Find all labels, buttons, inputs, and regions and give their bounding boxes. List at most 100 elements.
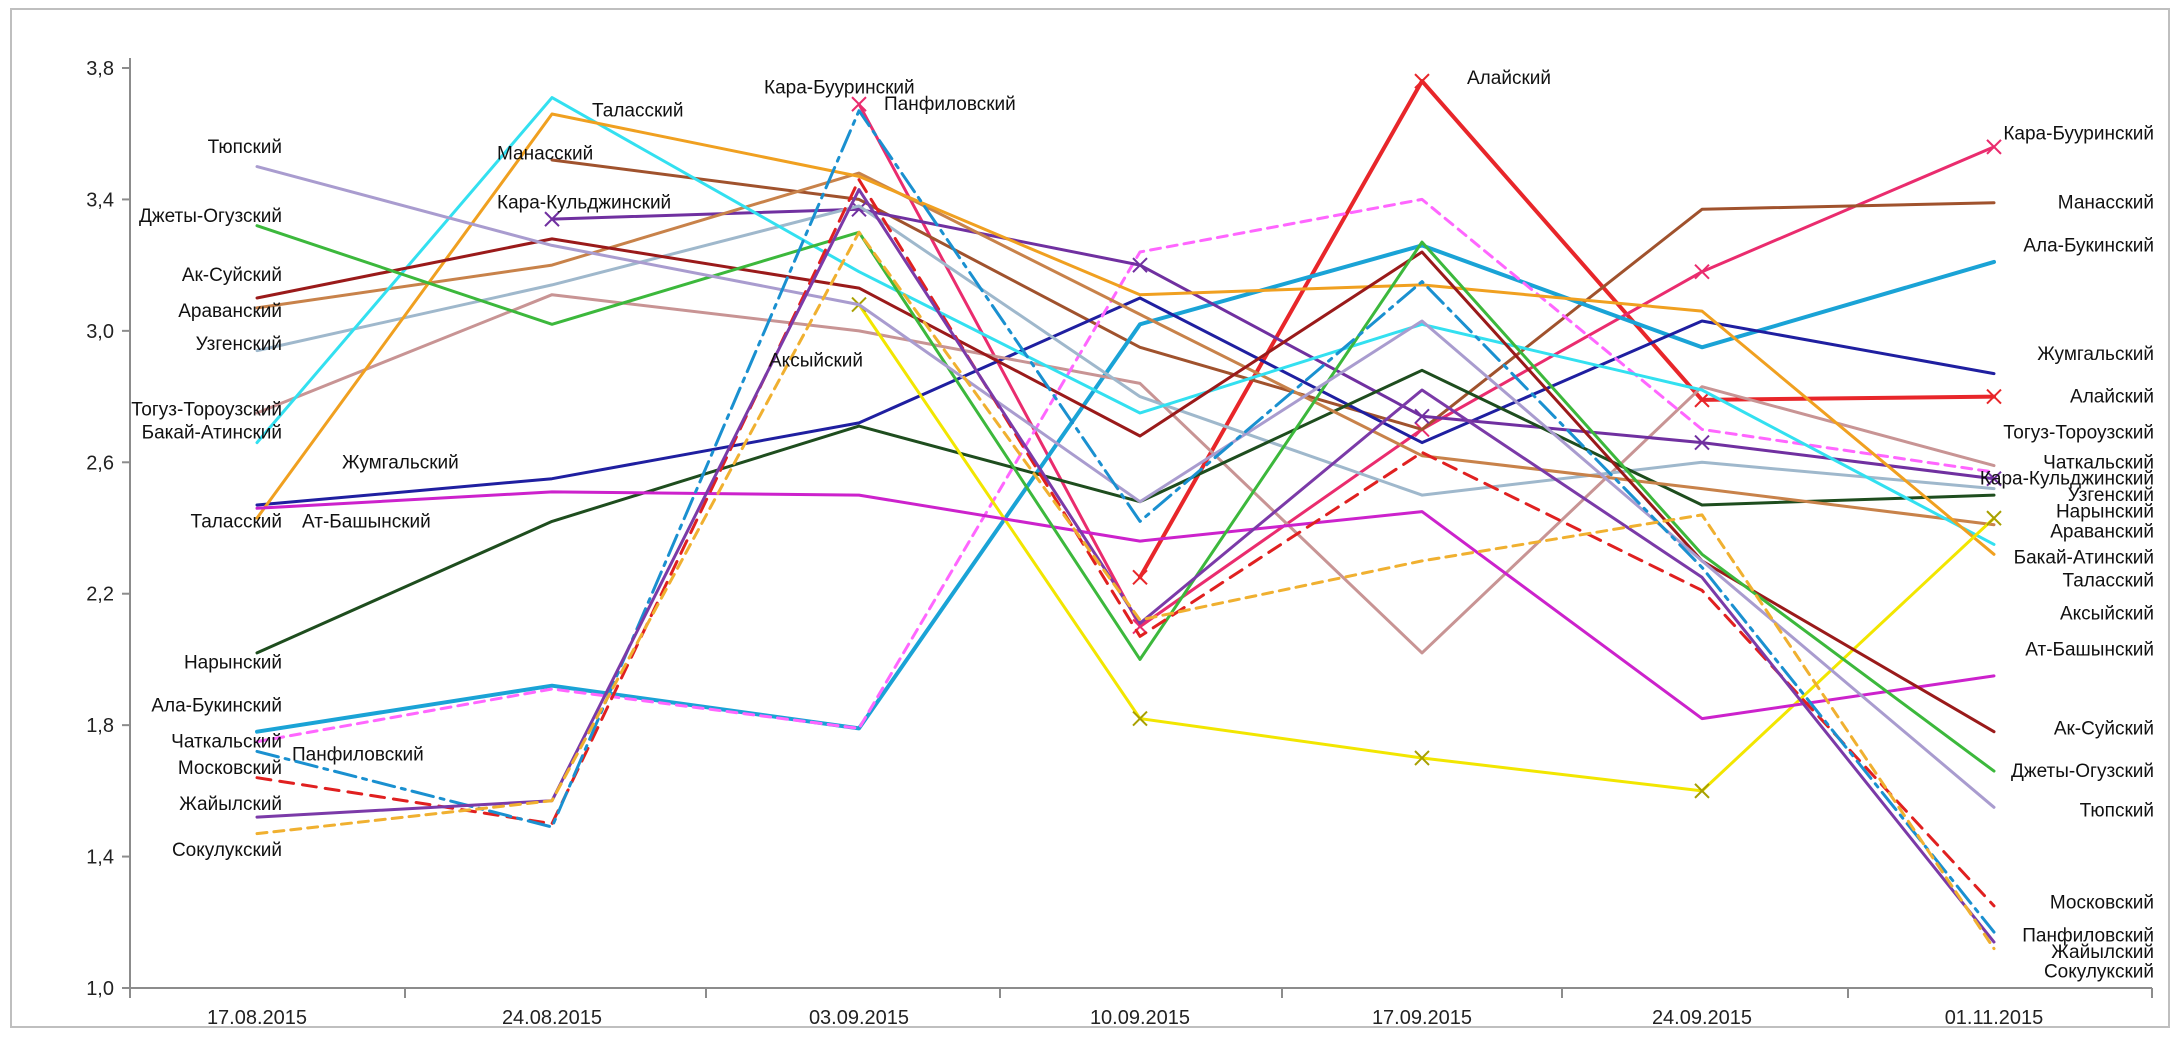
series-line	[255, 165, 1996, 809]
series-line	[255, 109, 1996, 934]
y-tick-label: 1,4	[86, 847, 114, 869]
series-label-right: Джеты-Огузский	[2011, 761, 2154, 782]
x-tick-label: 24.09.2015	[1652, 1007, 1752, 1029]
series-label-left: Московский	[178, 758, 282, 779]
series-talasskiy-12	[255, 112, 1996, 556]
series-label-left: Ала-Букинский	[151, 695, 282, 716]
series-label-left: Араванский	[178, 301, 282, 322]
series-label-left-inner: Ат-Башынский	[302, 511, 431, 532]
series-label-right: Панфиловский	[2022, 925, 2154, 946]
series-alayskiy-0	[1132, 73, 2002, 585]
data-point-marker	[544, 211, 560, 227]
data-point-marker	[1694, 264, 1710, 280]
series-manasskiy-2	[550, 158, 1996, 431]
series-line	[550, 207, 1996, 481]
series-label-left: Чаткальский	[171, 732, 282, 753]
series-label-right: Араванский	[2050, 521, 2154, 542]
series-chatkalskiy-6	[255, 197, 1996, 744]
series-label-right: Узгенский	[2068, 485, 2154, 506]
data-point-marker	[1986, 388, 2002, 405]
series-line	[857, 102, 1996, 629]
x-tick-label: 17.08.2015	[207, 1007, 307, 1029]
series-line	[255, 178, 1996, 908]
data-point-marker	[1986, 139, 2002, 155]
y-tick-label: 3,8	[86, 58, 114, 80]
data-point-marker	[851, 96, 867, 112]
series-line	[255, 224, 1996, 773]
data-point-marker	[1986, 471, 2002, 487]
series-label-right: Тюпский	[2080, 801, 2154, 822]
series-label-right: Чаткальский	[2043, 452, 2154, 473]
y-tick-label: 2,2	[86, 584, 114, 606]
series-label-left: Ак-Суйский	[182, 265, 282, 286]
x-tick-label: 10.09.2015	[1090, 1007, 1190, 1029]
x-tick-label: 17.09.2015	[1372, 1007, 1472, 1029]
series-label-right: Таласский	[2062, 571, 2154, 592]
series-label-mid: Панфиловский	[884, 94, 1016, 115]
series-dzhety-oguzskiy-16	[255, 224, 1996, 773]
series-label-mid: Аксыйский	[769, 350, 863, 371]
y-tick-label: 3,0	[86, 321, 114, 343]
data-point-marker	[1986, 510, 2002, 526]
series-label-left: Узгенский	[196, 334, 282, 355]
series-label-right: Бакай-Атинский	[2014, 548, 2154, 569]
series-label-mid: Алайский	[1467, 68, 1551, 89]
series-tyupskiy-17	[255, 165, 1996, 809]
series-label-left: Жайылский	[179, 794, 282, 815]
series-line	[255, 296, 1996, 507]
data-point-marker	[851, 201, 867, 217]
series-label-right: Кара-Кульджинский	[1980, 469, 2154, 490]
series-label-left: Тогуз-Тороузский	[131, 400, 282, 421]
series-label-right: Жайылский	[2051, 942, 2154, 963]
series-line	[255, 293, 1996, 655]
series-label-right: Манасский	[2058, 193, 2154, 214]
series-line	[255, 171, 1996, 527]
series-sokulukskiy-21	[255, 230, 1996, 951]
series-label-right: Ат-Башынский	[2025, 640, 2154, 661]
series-zhayylskiy-20	[255, 188, 1996, 944]
series-line	[255, 112, 1996, 556]
x-tick-label: 03.09.2015	[809, 1007, 909, 1029]
line-chart: 1,0 1,4 1,8 2,2 2,6 3,0 3,4 3,8 17.08.2015 24.08.…	[86, 58, 2154, 1029]
series-label-left: Сокулукский	[172, 840, 282, 861]
series-toguz-torouzskiy-5	[255, 293, 1996, 655]
series-label-right: Кара-Бууринский	[2003, 124, 2154, 145]
chart-frame: 1,0 1,4 1,8 2,2 2,6 3,0 3,4 3,8 17.08.2015 24.08.…	[10, 8, 2170, 1029]
series-label-left: Таласский	[190, 511, 282, 532]
series-line	[255, 197, 1996, 744]
x-tick-label: 01.11.2015	[1945, 1007, 2044, 1029]
series-label-right: Ала-Букинский	[2023, 235, 2154, 256]
series-label-right: Тогуз-Тороузский	[2003, 423, 2154, 444]
series-label-mid: Манасский	[497, 143, 593, 164]
series-layer	[255, 73, 2002, 951]
series-bakay-atinskiy-11	[255, 96, 1996, 546]
series-line	[255, 490, 1996, 721]
series-ala-bukinskiy-3	[255, 243, 1996, 734]
data-point-marker	[1414, 408, 1430, 424]
series-aravanskiy-10	[255, 171, 1996, 527]
series-label-right: Жумгальский	[2037, 344, 2154, 365]
series-label-left-inner: Жумгальский	[342, 452, 459, 473]
series-label-left: Джеты-Огузский	[139, 206, 282, 227]
y-tick-label: 3,4	[86, 189, 114, 211]
series-moskovskiy-18	[255, 178, 1996, 908]
series-label-right: Аксыйский	[2060, 603, 2154, 624]
data-point-marker	[1132, 710, 1148, 727]
data-point-marker	[1694, 434, 1710, 451]
series-kara-buurinskiy-1	[851, 96, 2002, 635]
data-point-marker	[1414, 750, 1430, 766]
series-at-bashynskiy-14	[255, 490, 1996, 721]
series-line	[255, 230, 1996, 951]
series-line	[255, 96, 1996, 546]
series-uzgenskiy-8	[255, 204, 1996, 497]
y-tick-label: 1,0	[86, 978, 114, 1000]
series-panfilovskiy-19	[255, 109, 1996, 934]
axes: 1,0 1,4 1,8 2,2 2,6 3,0 3,4 3,8 17.08.2015 24.08.…	[86, 58, 2153, 1029]
series-label-mid: Кара-Бууринский	[764, 78, 915, 99]
series-label-right: Сокулукский	[2044, 962, 2154, 983]
series-label-left: Тюпский	[208, 137, 282, 158]
data-point-marker	[1694, 783, 1710, 799]
series-line	[255, 243, 1996, 734]
series-zhumgalskiy-4	[255, 296, 1996, 507]
series-label-right: Ак-Суйский	[2054, 718, 2154, 739]
